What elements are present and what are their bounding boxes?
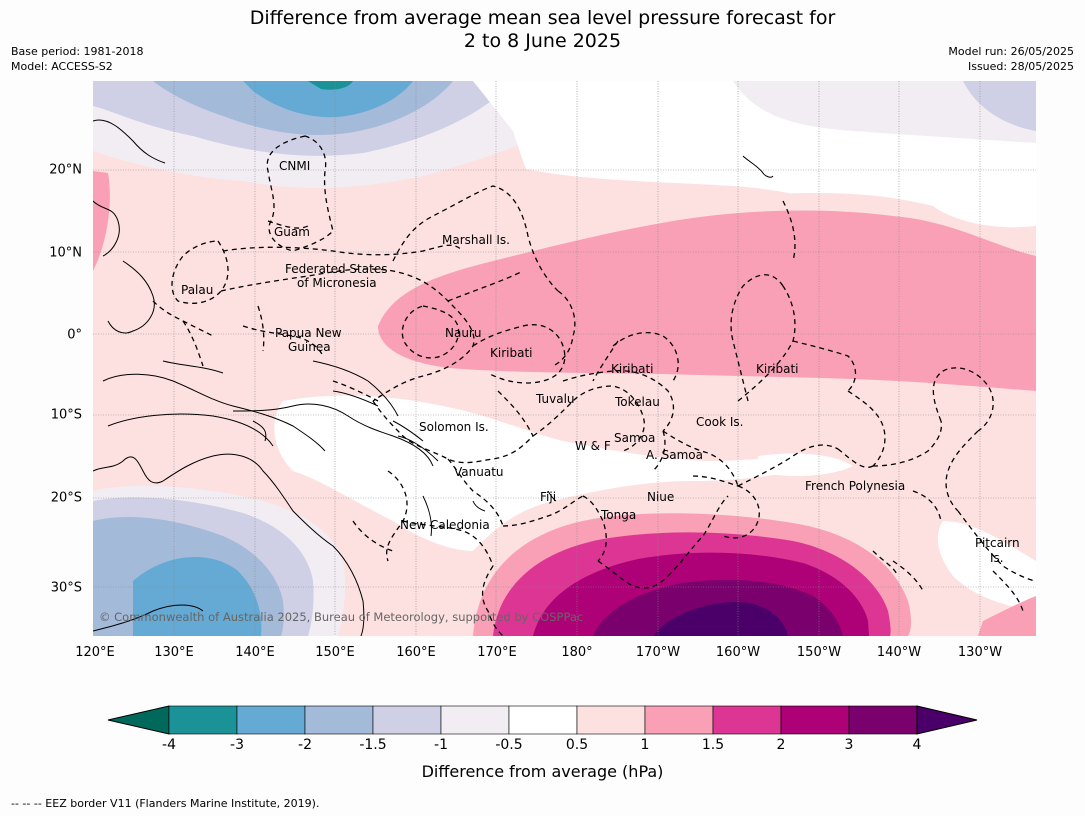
title-line-2: 2 to 8 June 2025 [463, 30, 622, 52]
colorbar-cell [236, 705, 306, 735]
x-tick-label: 120°E [75, 645, 115, 660]
label-cook: Cook Is. [696, 415, 743, 429]
coastlines [93, 119, 774, 636]
label-fsm-2: of Micronesia [297, 276, 377, 290]
label-kiribati-2: Kiribati [611, 362, 653, 376]
colorbar-cell [304, 705, 374, 735]
label-wf: W & F [575, 439, 611, 453]
anomaly-pos-west [93, 171, 110, 271]
colorbar-title: Difference from average (hPa) [421, 762, 664, 781]
x-tick-label: 140°W [876, 645, 922, 660]
label-pitcairn-1: Pitcairn [975, 536, 1020, 550]
anomaly-neg-southwest-4 [133, 557, 262, 636]
anomaly-neg-north-5 [308, 81, 353, 90]
label-png-1: Papua New [275, 326, 342, 340]
x-tick-label: 160°E [396, 645, 436, 660]
x-tick-label: 170°E [477, 645, 517, 660]
colorbar-cell [780, 705, 850, 735]
anomaly-neutral-southeast [937, 521, 1036, 611]
label-guam: Guam [274, 225, 310, 239]
label-tokelau: Tokelau [614, 395, 660, 409]
colorbar-tick-label: 3 [844, 737, 854, 753]
colorbar-tick-label: 0.5 [565, 737, 589, 753]
label-kiribati-1: Kiribati [490, 346, 532, 360]
label-vanuatu: Vanuatu [454, 465, 504, 479]
colorbar-tick-label: -1.5 [359, 737, 387, 753]
x-tick-label: 130°E [154, 645, 194, 660]
y-tick-label: 10°S [50, 407, 82, 423]
label-palau: Palau [181, 283, 213, 297]
colorbar-cell [644, 705, 714, 735]
x-tick-label: 150°W [796, 645, 842, 660]
label-solomon: Solomon Is. [419, 420, 489, 434]
base-period: Base period: 1981-2018 [11, 45, 144, 58]
pressure-anomaly-map: CNMI Guam Marshall Is. Federated States … [93, 81, 1036, 636]
y-tick-label: 20°S [50, 490, 82, 506]
anomaly-neg-north-4 [243, 81, 413, 118]
label-tuvalu: Tuvalu [535, 392, 575, 406]
anomaly-neg-northeast-2 [963, 81, 1036, 131]
label-png-2: Guinea [288, 340, 331, 354]
label-fiji: Fiji [540, 490, 556, 504]
colorbar-over-arrow [916, 705, 978, 735]
x-tick-label: 130°W [957, 645, 1003, 660]
model-run: Model run: 26/05/2025 [948, 45, 1074, 58]
colorbar-cell [576, 705, 646, 735]
eez-footer-note: -- -- -- EEZ border V11 (Flanders Marine… [11, 797, 320, 810]
colorbar-tick-label: -1 [434, 737, 448, 753]
y-tick-label: 30°S [50, 580, 82, 596]
colorbar [107, 705, 978, 735]
colorbar-tick-label: -4 [162, 737, 176, 753]
y-tick-label: 20°N [49, 162, 82, 178]
anomaly-pos-central-band [378, 210, 1036, 391]
eez-borders [152, 135, 1036, 636]
label-marshall: Marshall Is. [442, 233, 510, 247]
colorbar-cells [168, 705, 918, 735]
colorbar-cell [848, 705, 918, 735]
label-samoa: Samoa [614, 431, 655, 445]
model-name: Model: ACCESS-S2 [11, 60, 113, 73]
label-new-caledonia: New Caledonia [400, 518, 490, 532]
label-tonga: Tonga [600, 508, 636, 522]
label-asamoa: A. Samoa [646, 448, 703, 462]
label-pitcairn-2: Is. [990, 551, 1004, 565]
label-cnmi: CNMI [279, 159, 310, 173]
label-fsm-1: Federated States [285, 262, 387, 276]
colorbar-cell [508, 705, 578, 735]
x-tick-label: 150°E [315, 645, 355, 660]
colorbar-tick-label: -3 [230, 737, 244, 753]
graticule [93, 81, 1036, 636]
x-tick-label: 140°E [235, 645, 275, 660]
y-tick-label: 0° [67, 327, 82, 343]
x-tick-label: 170°W [635, 645, 681, 660]
colorbar-cell [168, 705, 238, 735]
label-kiribati-3: Kiribati [756, 362, 798, 376]
colorbar-tick-label: -2 [298, 737, 312, 753]
anomaly-neutral-coralsea [274, 395, 823, 551]
colorbar-tick-label: 2 [776, 737, 786, 753]
region-labels: CNMI Guam Marshall Is. Federated States … [181, 159, 1020, 565]
anomaly-pos-south-5 [653, 601, 788, 636]
copyright-notice: © Commonwealth of Australia 2025, Bureau… [99, 610, 583, 624]
x-tick-label: 180° [561, 645, 593, 660]
title-line-1: Difference from average mean sea level p… [249, 7, 836, 29]
y-tick-label: 10°N [49, 245, 82, 261]
colorbar-cell [440, 705, 510, 735]
colorbar-tick-label: 1 [640, 737, 650, 753]
label-french-polynesia: French Polynesia [805, 479, 905, 493]
colorbar-tick-label: -0.5 [495, 737, 523, 753]
colorbar-tick-label: 4 [912, 737, 922, 753]
label-niue: Niue [647, 490, 674, 504]
x-tick-label: 160°W [715, 645, 761, 660]
colorbar-tick-label: 1.5 [701, 737, 725, 753]
label-nauru: Nauru [445, 326, 481, 340]
anomaly-neg-northeast [733, 81, 1036, 143]
issued-date: Issued: 28/05/2025 [967, 60, 1074, 73]
colorbar-cell [372, 705, 442, 735]
colorbar-cell [712, 705, 782, 735]
colorbar-under-arrow [107, 705, 170, 735]
anomaly-neutral-east [758, 453, 853, 477]
